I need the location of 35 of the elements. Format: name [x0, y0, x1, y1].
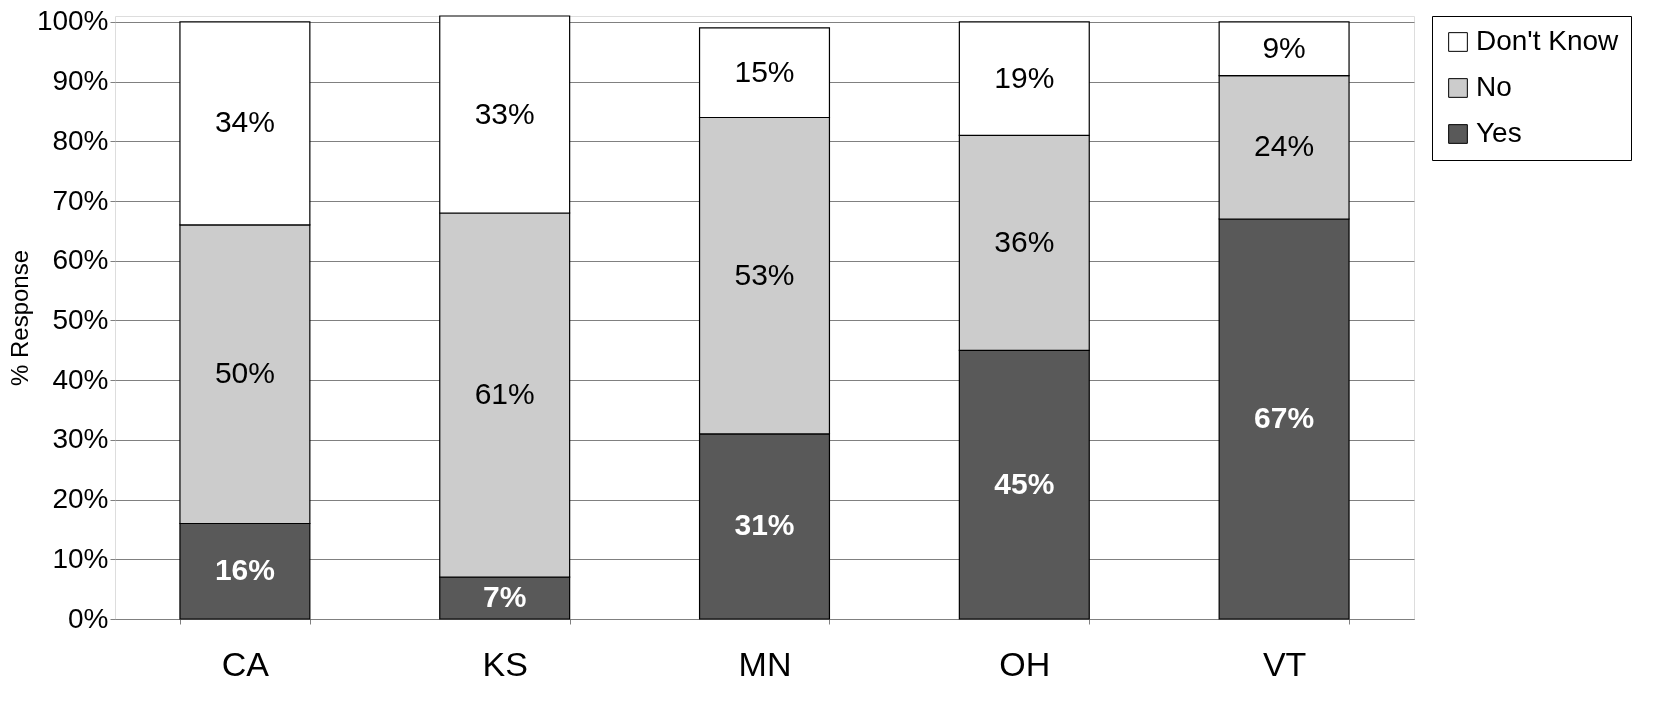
text: 19% [994, 60, 1055, 94]
y-tick-label: 90% [52, 65, 109, 97]
text: 67% [1254, 401, 1315, 434]
x-tick-label: OH [999, 644, 1051, 683]
y-tick-label: 70% [52, 184, 109, 216]
text: 7% [483, 580, 527, 614]
y-tick-label: 30% [52, 423, 109, 455]
text: 16% [214, 553, 275, 587]
text: 45% [994, 466, 1055, 500]
y-tick-label: 100% [36, 5, 109, 37]
text: 33% [474, 96, 535, 130]
y-tick-label: 50% [52, 303, 109, 335]
legend-label: No [1476, 71, 1512, 102]
text: 31% [734, 508, 795, 542]
y-tick-label: 60% [52, 244, 109, 276]
text: 36% [994, 224, 1055, 258]
y-tick-label: 10% [52, 542, 109, 574]
y-axis-title: % Response [5, 249, 33, 387]
x-tick-label: KS [482, 644, 528, 683]
legend-label: Yes [1476, 117, 1522, 148]
y-tick-label: 40% [52, 363, 109, 395]
y-tick-label: 0% [68, 602, 109, 634]
text: 34% [214, 105, 275, 139]
text: 53% [734, 257, 795, 291]
legend-label: Don't Know [1476, 25, 1620, 56]
y-tick-label: 20% [52, 483, 109, 515]
text: 61% [474, 377, 535, 411]
y-tick-label: 80% [52, 124, 109, 156]
text: 24% [1254, 129, 1315, 163]
text: 15% [734, 54, 795, 88]
x-tick-label: MN [738, 644, 792, 683]
text: 9% [1262, 30, 1306, 64]
x-tick-label: VT [1262, 644, 1307, 683]
x-tick-label: CA [221, 644, 270, 683]
text: 50% [214, 356, 275, 390]
